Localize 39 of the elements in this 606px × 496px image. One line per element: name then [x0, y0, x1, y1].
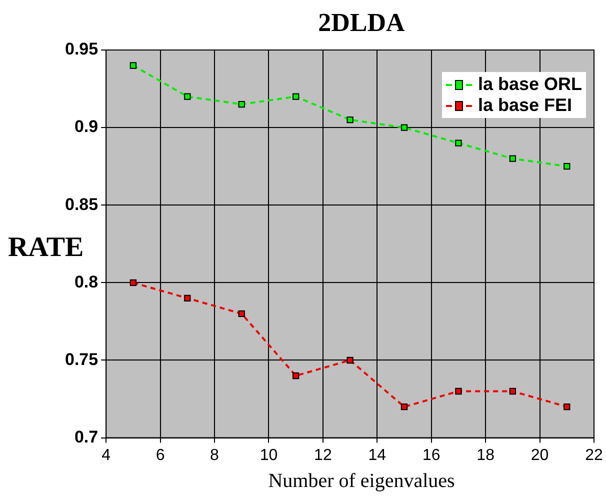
- point: [238, 100, 245, 108]
- x-tick-label: 18: [476, 446, 495, 464]
- point: [184, 93, 191, 100]
- point: [455, 140, 462, 146]
- y-tick-label: 0.75: [64, 350, 98, 369]
- x-tick-label: 6: [156, 446, 165, 464]
- point: [292, 93, 300, 100]
- x-tick-label: 4: [102, 446, 111, 464]
- y-tick-label: 0.95: [64, 40, 98, 59]
- point: [292, 372, 300, 380]
- x-tick-label: 8: [210, 446, 220, 464]
- x-axis-title: Number of eigenvalues: [267, 470, 456, 493]
- point: [509, 155, 516, 162]
- y-tick-label: 0.7: [74, 427, 98, 446]
- point: [564, 403, 570, 410]
- point: [184, 294, 191, 302]
- x-tick-label: 16: [422, 446, 440, 464]
- point: [400, 403, 408, 410]
- point: [455, 388, 462, 395]
- x-tick-label: 10: [260, 446, 278, 464]
- legend-label: la base FEI: [478, 95, 572, 116]
- point: [564, 163, 570, 170]
- y-tick-label: 0.85: [64, 194, 98, 214]
- point: [130, 62, 137, 69]
- point: [130, 279, 137, 286]
- x-tick-label: 14: [368, 446, 386, 464]
- x-tick-label: 20: [530, 446, 549, 464]
- y-tick-label: 0.8: [74, 272, 98, 292]
- point: [346, 356, 354, 364]
- y-axis-title: RATE: [8, 232, 84, 264]
- point: [346, 116, 354, 124]
- chart-title: 2DLDA: [317, 8, 406, 38]
- x-tick-label: 12: [314, 446, 332, 464]
- point: [238, 310, 245, 318]
- point: [509, 388, 516, 395]
- x-tick-label: 22: [585, 446, 603, 464]
- point: [400, 124, 408, 131]
- y-tick-label: 0.9: [74, 117, 98, 136]
- legend-label: la base ORL: [478, 74, 582, 95]
